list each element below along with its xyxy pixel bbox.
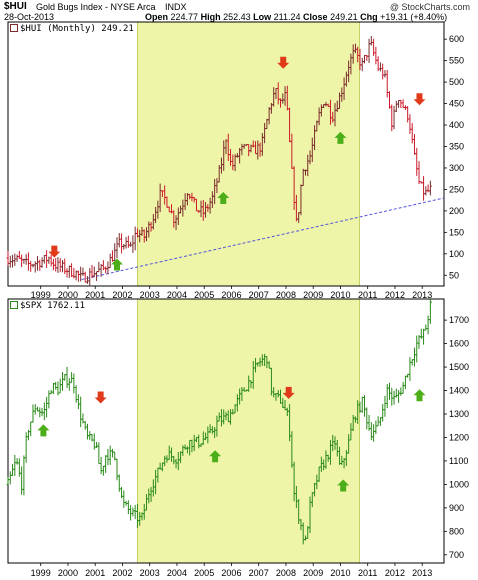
low-value: 211.24 bbox=[273, 12, 301, 22]
hui-down-arrow bbox=[413, 93, 426, 106]
hui-xtick-label: 2009 bbox=[303, 290, 323, 300]
hui-ytick-label: 600 bbox=[449, 34, 464, 44]
hui-xtick-label: 2008 bbox=[276, 290, 296, 300]
spx-up-arrow bbox=[337, 479, 350, 492]
close-value: 249.21 bbox=[330, 12, 358, 22]
spx-legend-icon bbox=[10, 301, 18, 309]
hui-plot-frame bbox=[7, 21, 445, 287]
spx-ytick-label: 1600 bbox=[449, 339, 469, 349]
hui-xtick-label: 2004 bbox=[167, 290, 187, 300]
hui-down-arrow bbox=[48, 245, 61, 258]
chg-label: Chg bbox=[360, 12, 378, 22]
hui-legend-icon bbox=[10, 24, 18, 32]
chart-name: Gold Bugs Index - NYSE Arca bbox=[36, 2, 156, 12]
spx-ytick-label: 800 bbox=[449, 526, 464, 536]
hui-xtick-label: 2006 bbox=[221, 290, 241, 300]
hui-ytick-label: 450 bbox=[449, 99, 464, 109]
hui-legend-text: $HUI (Monthly) 249.21 bbox=[20, 24, 134, 34]
open-value: 224.77 bbox=[170, 12, 199, 22]
hui-ytick-label: 150 bbox=[449, 227, 464, 237]
spx-xtick-label: 2012 bbox=[385, 568, 405, 578]
hui-ytick-label: 500 bbox=[449, 77, 464, 87]
low-label: Low bbox=[253, 12, 272, 22]
spx-xtick-label: 2011 bbox=[358, 568, 377, 578]
hui-xtick-label: 2001 bbox=[85, 290, 105, 300]
hui-ytick-label: 100 bbox=[449, 249, 464, 259]
watermark: @ StockCharts.com bbox=[389, 2, 470, 12]
ohlc-readout: Open 224.77 High 252.43 Low 211.24 Close… bbox=[145, 12, 447, 22]
spx-up-arrow bbox=[413, 389, 426, 402]
hui-ytick-label: 400 bbox=[449, 120, 464, 130]
spx-up-arrow bbox=[37, 424, 50, 437]
spx-ytick-label: 1500 bbox=[449, 362, 469, 372]
hui-xtick-label: 2013 bbox=[412, 290, 432, 300]
spx-ytick-label: 1000 bbox=[449, 479, 469, 489]
spx-xtick-label: 2002 bbox=[112, 568, 132, 578]
spx-up-arrow bbox=[209, 450, 222, 463]
chart-exchange: INDX bbox=[165, 2, 187, 12]
spx-xtick-label: 2004 bbox=[167, 568, 187, 578]
close-label: Close bbox=[303, 12, 328, 22]
spx-ytick-label: 1100 bbox=[449, 456, 468, 466]
spx-down-arrow bbox=[282, 386, 295, 399]
hui-ytick-label: 300 bbox=[449, 163, 464, 173]
spx-ytick-label: 1300 bbox=[449, 409, 469, 419]
spx-xtick-label: 2006 bbox=[221, 568, 241, 578]
high-value: 252.43 bbox=[223, 12, 251, 22]
hui-down-arrow bbox=[277, 56, 290, 69]
spx-ytick-label: 900 bbox=[449, 503, 464, 513]
spx-ytick-label: 1700 bbox=[449, 315, 469, 325]
chart-date: 28-Oct-2013 bbox=[4, 12, 55, 22]
hui-ytick-label: 250 bbox=[449, 184, 464, 194]
spx-plot-frame bbox=[7, 298, 445, 564]
hui-xtick-label: 2003 bbox=[140, 290, 160, 300]
spx-xtick-label: 2009 bbox=[303, 568, 323, 578]
spx-ytick-label: 1200 bbox=[449, 432, 469, 442]
hui-up-arrow bbox=[334, 131, 347, 144]
spx-xtick-label: 2010 bbox=[330, 568, 350, 578]
spx-ytick-label: 1400 bbox=[449, 386, 469, 396]
hui-xtick-label: 2012 bbox=[385, 290, 405, 300]
hui-ytick-label: 50 bbox=[449, 270, 459, 280]
hui-xtick-label: 2002 bbox=[112, 290, 132, 300]
spx-legend: $SPX 1762.11 bbox=[10, 301, 86, 311]
spx-xtick-label: 2000 bbox=[58, 568, 78, 578]
spx-xtick-label: 1999 bbox=[31, 568, 51, 578]
hui-legend: $HUI (Monthly) 249.21 bbox=[10, 24, 134, 34]
spx-xtick-label: 2001 bbox=[85, 568, 105, 578]
hui-up-arrow bbox=[111, 258, 123, 271]
hui-xtick-label: 2007 bbox=[249, 290, 269, 300]
hui-trendline bbox=[81, 197, 445, 281]
high-label: High bbox=[200, 12, 221, 22]
spx-xtick-label: 2008 bbox=[276, 568, 296, 578]
spx-xtick-label: 2005 bbox=[194, 568, 214, 578]
hui-xtick-label: 2011 bbox=[358, 290, 377, 300]
spx-ytick-label: 700 bbox=[449, 550, 464, 560]
hui-xtick-label: 2010 bbox=[330, 290, 350, 300]
hui-ytick-label: 200 bbox=[449, 206, 464, 216]
hui-xtick-label: 2005 bbox=[194, 290, 214, 300]
spx-xtick-label: 2013 bbox=[412, 568, 432, 578]
spx-xtick-label: 2003 bbox=[140, 568, 160, 578]
hui-ytick-label: 550 bbox=[449, 56, 464, 66]
hui-ytick-label: 350 bbox=[449, 141, 464, 151]
hui-xtick-label: 1999 bbox=[31, 290, 51, 300]
spx-down-arrow bbox=[94, 391, 107, 404]
spx-xtick-label: 2007 bbox=[249, 568, 269, 578]
chart-symbol: $HUI bbox=[4, 1, 27, 12]
hui-up-arrow bbox=[217, 192, 230, 204]
spx-legend-text: $SPX 1762.11 bbox=[20, 301, 86, 311]
chg-value: +19.31 (+8.40%) bbox=[380, 12, 448, 22]
open-label: Open bbox=[145, 12, 169, 22]
hui-xtick-label: 2000 bbox=[58, 290, 78, 300]
spx-highlight-band bbox=[137, 298, 360, 564]
